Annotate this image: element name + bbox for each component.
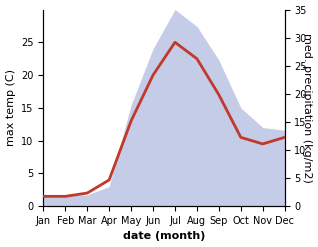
Y-axis label: max temp (C): max temp (C) (5, 69, 16, 146)
Y-axis label: med. precipitation (kg/m2): med. precipitation (kg/m2) (302, 33, 313, 183)
X-axis label: date (month): date (month) (123, 231, 205, 242)
